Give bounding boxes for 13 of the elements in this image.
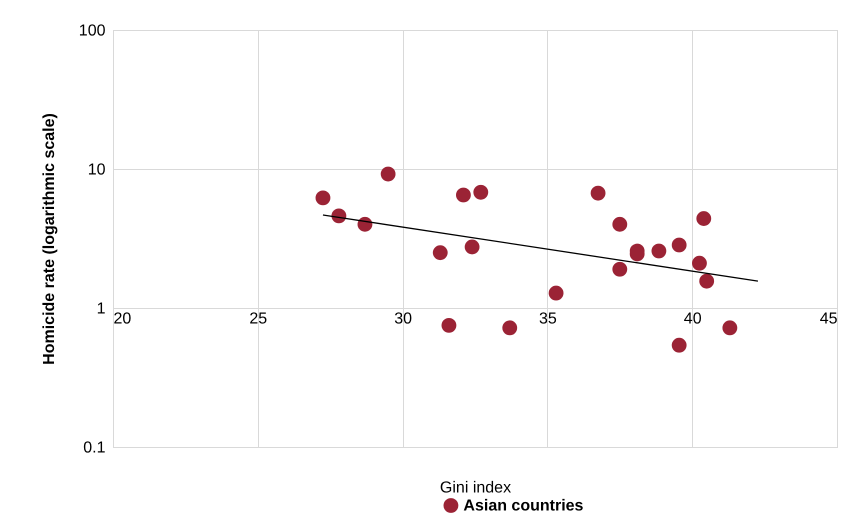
legend-label: Asian countries (463, 498, 584, 514)
x-tick-label: 25 (249, 310, 268, 328)
x-tick-label: 45 (820, 310, 838, 328)
y-tick-label: 10 (88, 162, 106, 178)
y-tick-label: 0.1 (83, 440, 106, 456)
x-tick-label: 20 (114, 310, 132, 328)
x-tick-label: 30 (394, 310, 412, 328)
x-tick-label: 40 (684, 310, 702, 328)
x-axis-title: Gini index (440, 480, 512, 496)
y-tick-label: 1 (96, 300, 106, 318)
x-tick-label: 35 (539, 310, 557, 328)
y-tick-label: 100 (78, 22, 106, 40)
y-axis-title: Homicide rate (logarithmic scale) (40, 113, 58, 365)
